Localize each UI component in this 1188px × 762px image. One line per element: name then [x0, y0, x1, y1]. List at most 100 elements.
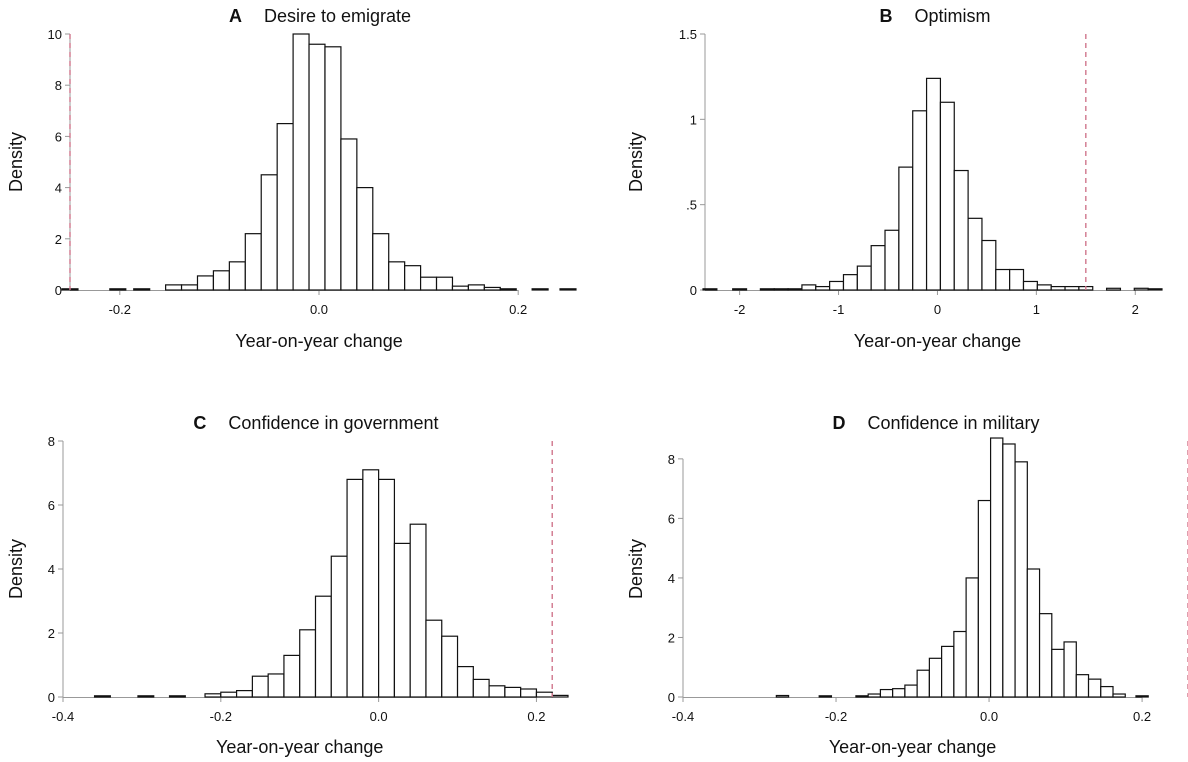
- histogram-bar: [168, 695, 186, 698]
- panel-letter: C: [193, 413, 206, 433]
- y-tick-label: 6: [55, 129, 62, 144]
- histogram-bar: [251, 675, 269, 698]
- histogram-bar: [435, 276, 454, 291]
- histogram-bar: [531, 288, 549, 291]
- histogram-bar: [1002, 443, 1016, 698]
- histogram-bar: [314, 595, 332, 698]
- x-tick-label: -0.4: [672, 709, 694, 724]
- y-axis-label: Density: [626, 539, 646, 599]
- histogram-bar: [378, 478, 396, 698]
- histogram-bar: [1112, 693, 1126, 698]
- x-tick-label: -2: [734, 302, 746, 317]
- histogram-bar: [441, 635, 459, 698]
- histogram-bar: [165, 284, 183, 291]
- y-tick-label: 2: [55, 232, 62, 247]
- histogram-bar: [759, 288, 775, 291]
- y-tick-label: 1: [690, 112, 697, 127]
- histogram-bar: [235, 689, 253, 698]
- histogram-bar: [260, 174, 278, 291]
- panel-title: B Optimism: [880, 6, 991, 26]
- histogram-bar: [1036, 284, 1052, 291]
- histogram-bar: [504, 686, 522, 698]
- histogram-bar: [995, 268, 1011, 291]
- histogram-bar: [953, 630, 967, 698]
- y-tick-label: 6: [668, 511, 675, 526]
- histogram-bar: [499, 288, 517, 291]
- histogram-bar: [372, 233, 390, 291]
- x-tick-label: 0.2: [1133, 709, 1151, 724]
- histogram-bar: [330, 555, 348, 698]
- y-tick-label: 4: [55, 181, 62, 196]
- histogram-bar: [483, 286, 501, 291]
- histogram-bar: [276, 122, 294, 291]
- panel-letter: D: [832, 413, 845, 433]
- x-tick-label: 0.0: [980, 709, 998, 724]
- histogram-bar: [842, 274, 858, 291]
- panel-c: 0 2 4 6 8 -0.4 -0.2 0.0 0.2 C Confidence in govern…: [6, 413, 569, 757]
- panel-title: A Desire to emigrate: [229, 6, 411, 26]
- x-tick-label: 0.2: [527, 709, 545, 724]
- histogram-bar: [267, 673, 285, 698]
- histogram-bar: [1100, 685, 1114, 698]
- x-tick-label: -0.2: [825, 709, 847, 724]
- y-tick-label: 4: [668, 571, 675, 586]
- histogram-bar: [1133, 287, 1149, 291]
- histogram-bar: [977, 499, 992, 698]
- histogram-bar: [559, 288, 577, 291]
- y-tick-label: 8: [48, 434, 55, 449]
- histogram-bar: [488, 685, 506, 698]
- x-tick-label: 1: [1033, 302, 1040, 317]
- histogram-bar: [520, 688, 538, 698]
- histogram-bar: [93, 695, 111, 698]
- histogram-bar: [137, 695, 155, 698]
- histogram-bar: [1105, 287, 1122, 291]
- x-tick-label: -1: [833, 302, 845, 317]
- panel-title: D Confidence in military: [832, 413, 1039, 433]
- y-tick-label: .5: [686, 198, 697, 213]
- histogram-bar: [1075, 674, 1090, 698]
- histogram-bar: [244, 233, 262, 291]
- histogram-bar: [925, 77, 942, 291]
- y-tick-label: 2: [668, 630, 675, 645]
- histogram-bar: [732, 288, 748, 291]
- histogram-bar: [204, 693, 222, 698]
- panel-title-text: Desire to emigrate: [264, 6, 411, 26]
- x-tick-label: 0.0: [370, 709, 388, 724]
- y-tick-label: 4: [48, 562, 55, 577]
- histogram-bar: [1022, 280, 1038, 291]
- histogram-bar: [425, 619, 443, 698]
- panel-b: 0 .5 1 1.5 -2 -1 0 1 2 B Optimism Year-on-year chan…: [626, 6, 1163, 351]
- histogram-bar: [989, 437, 1004, 698]
- y-axis-label: Density: [626, 132, 646, 192]
- panel-letter: A: [229, 6, 242, 26]
- x-tick-label: -0.2: [210, 709, 232, 724]
- histogram-bar: [818, 695, 833, 698]
- histogram-bar: [815, 285, 831, 291]
- x-tick-label: 0: [934, 302, 941, 317]
- histogram-bar: [1087, 678, 1102, 698]
- y-tick-label: 2: [48, 626, 55, 641]
- histogram-bar: [1063, 641, 1077, 698]
- histogram-bar: [472, 678, 490, 698]
- histogram-bar: [409, 523, 427, 698]
- histogram-bar: [1014, 461, 1028, 698]
- histogram-bar: [292, 33, 310, 291]
- histogram-bar: [855, 695, 869, 698]
- histogram-bar: [535, 691, 553, 698]
- y-tick-label: 8: [55, 78, 62, 93]
- histogram-bar: [299, 629, 317, 698]
- histogram-bar: [356, 187, 374, 291]
- histogram-bar: [801, 284, 817, 291]
- histogram-bar: [324, 46, 342, 291]
- histogram-bar: [916, 669, 930, 698]
- y-tick-label: 8: [668, 452, 675, 467]
- histogram-bar: [451, 285, 469, 291]
- histogram-bar: [787, 288, 803, 291]
- histogram-bar: [1009, 268, 1025, 291]
- histogram-bar: [340, 138, 358, 291]
- histogram-bar: [419, 276, 438, 291]
- x-axis-label: Year-on-year change: [829, 737, 996, 757]
- histogram-bar: [912, 110, 928, 291]
- histogram-bar: [1051, 648, 1065, 698]
- histogram-bar: [404, 265, 422, 291]
